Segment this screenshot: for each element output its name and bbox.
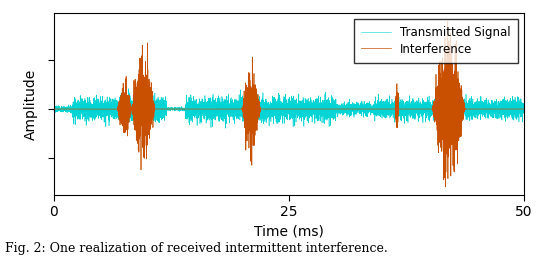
Transmitted Signal: [51, 105, 57, 108]
Interference: [70, 107, 77, 110]
Transmitted Signal: [79, 97, 85, 100]
Line: Interference: Interference: [54, 21, 524, 187]
Transmitted Signal: [280, 114, 287, 117]
Legend: Transmitted Signal, Interference: Transmitted Signal, Interference: [354, 19, 518, 63]
Interference: [521, 107, 527, 110]
Interference: [280, 107, 287, 110]
Transmitted Signal: [143, 102, 150, 106]
Transmitted Signal: [53, 110, 59, 113]
Interference: [442, 185, 449, 188]
Interference: [444, 20, 451, 23]
Interference: [53, 107, 59, 110]
Transmitted Signal: [496, 102, 502, 105]
Y-axis label: Amplitude: Amplitude: [24, 68, 38, 140]
Transmitted Signal: [125, 87, 132, 90]
Transmitted Signal: [521, 107, 527, 110]
Interference: [51, 107, 57, 110]
Transmitted Signal: [70, 108, 77, 111]
Text: Fig. 2: One realization of received intermittent interference.: Fig. 2: One realization of received inte…: [5, 242, 388, 255]
Transmitted Signal: [222, 127, 228, 130]
Line: Transmitted Signal: Transmitted Signal: [54, 89, 524, 128]
Interference: [143, 96, 150, 99]
X-axis label: Time (ms): Time (ms): [254, 225, 324, 239]
Interference: [496, 107, 502, 110]
Interference: [79, 107, 85, 110]
